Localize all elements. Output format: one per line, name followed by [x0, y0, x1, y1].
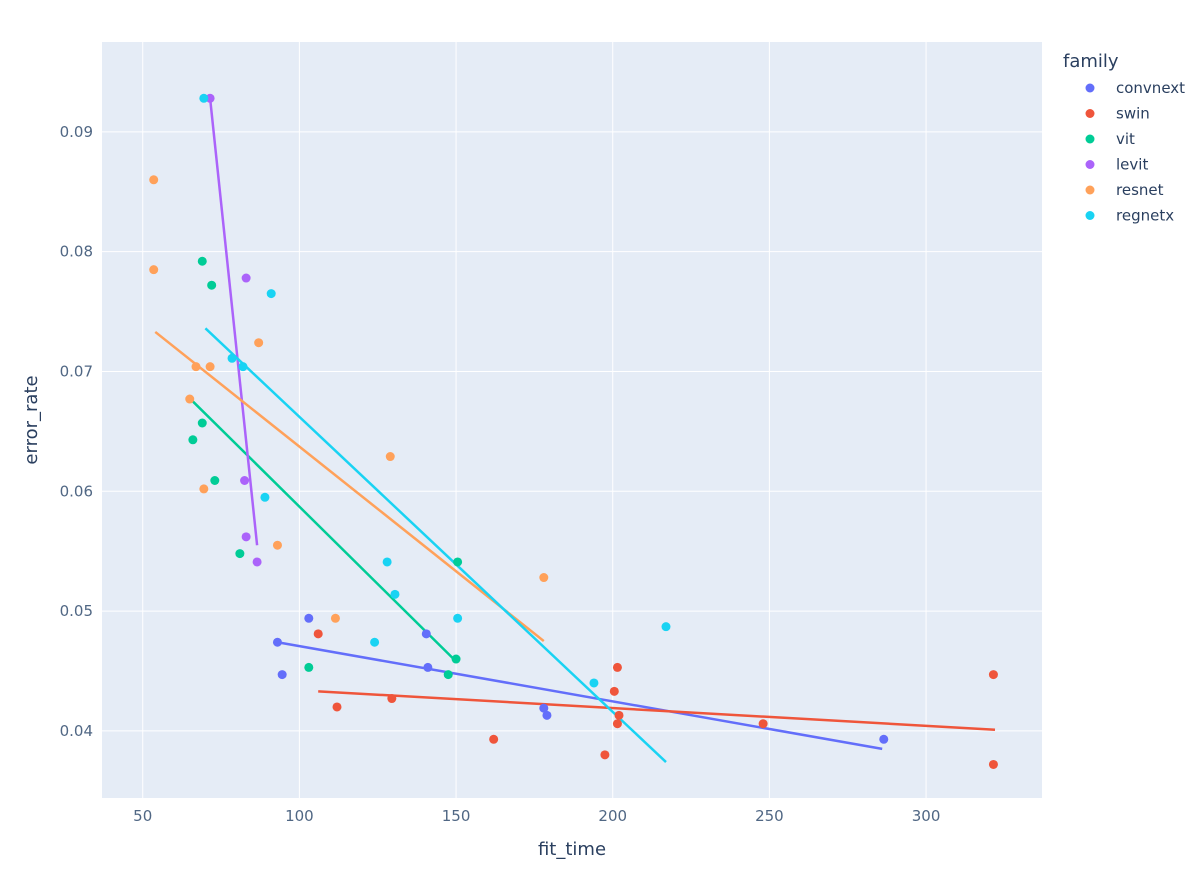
y-tick-label: 0.07 — [60, 362, 93, 380]
legend-marker-convnext — [1085, 83, 1095, 93]
legend-marker-levit — [1085, 160, 1095, 169]
point-vit — [188, 435, 198, 445]
trendline-regnetx — [204, 327, 667, 763]
legend-items: convnext swin vit levit resnet regnetx — [1085, 79, 1185, 225]
point-regnetx — [260, 492, 270, 502]
point-swin — [758, 719, 768, 729]
legend-marker-regnetx — [1085, 211, 1095, 220]
point-regnetx — [453, 613, 463, 623]
point-convnext — [542, 710, 552, 720]
point-convnext — [277, 670, 287, 680]
legend-marker-resnet — [1085, 185, 1095, 195]
point-regnetx — [238, 362, 248, 372]
point-resnet — [185, 394, 195, 404]
legend-label-regnetx: regnetx — [1116, 207, 1174, 225]
point-vit — [453, 557, 463, 567]
point-swin — [609, 686, 619, 696]
point-regnetx — [199, 93, 209, 103]
legend-label-swin: swin — [1116, 105, 1150, 123]
point-resnet — [385, 452, 395, 462]
x-axis-title: fit_time — [538, 839, 606, 860]
point-swin — [313, 629, 323, 639]
point-convnext — [272, 637, 282, 647]
legend-label-convnext: convnext — [1116, 79, 1185, 97]
legend-label-levit: levit — [1116, 156, 1148, 174]
trendlines — [154, 98, 996, 763]
y-tick-label: 0.05 — [60, 602, 93, 620]
x-tick-label: 300 — [912, 807, 941, 825]
point-regnetx — [589, 678, 599, 688]
trendline-resnet — [154, 330, 545, 643]
point-regnetx — [382, 557, 392, 567]
point-regnetx — [266, 289, 276, 299]
y-axis-title: error_rate — [21, 375, 42, 464]
point-resnet — [539, 573, 549, 583]
point-resnet — [254, 338, 264, 348]
data-points — [149, 93, 998, 769]
point-regnetx — [227, 353, 237, 363]
x-tick-label: 100 — [285, 807, 314, 825]
point-levit — [240, 476, 250, 486]
y-tick-label: 0.09 — [60, 123, 93, 141]
point-resnet — [191, 362, 201, 372]
y-tick-label: 0.08 — [60, 243, 93, 261]
trendline-levit — [208, 98, 259, 546]
point-swin — [614, 710, 624, 720]
point-swin — [387, 694, 397, 704]
point-vit — [443, 670, 453, 680]
point-resnet — [330, 613, 340, 623]
point-convnext — [423, 662, 433, 672]
legend-label-resnet: resnet — [1116, 181, 1164, 199]
point-vit — [197, 256, 207, 266]
point-levit — [205, 93, 215, 103]
point-regnetx — [370, 637, 380, 647]
legend-marker-vit — [1085, 134, 1095, 144]
point-convnext — [879, 734, 889, 744]
y-tick-label: 0.06 — [60, 482, 93, 500]
point-swin — [489, 734, 499, 744]
x-tick-label: 250 — [755, 807, 784, 825]
point-levit — [252, 557, 262, 567]
trendline-convnext — [277, 641, 883, 751]
legend-marker-swin — [1085, 109, 1095, 118]
point-resnet — [199, 484, 209, 494]
gridlines — [102, 42, 1042, 798]
point-convnext — [304, 613, 314, 623]
point-swin — [988, 670, 998, 680]
point-regnetx — [390, 589, 400, 599]
point-swin — [612, 662, 622, 672]
x-tick-label: 150 — [442, 807, 471, 825]
point-swin — [600, 750, 610, 760]
point-swin — [612, 719, 622, 729]
point-resnet — [149, 175, 159, 185]
point-vit — [210, 476, 220, 486]
legend-label-vit: vit — [1116, 130, 1135, 148]
legend-title: family — [1063, 51, 1119, 72]
trendline-swin — [318, 690, 996, 731]
legend: family convnext swin vit levit resnet regnetx — [1063, 51, 1185, 225]
point-levit — [241, 273, 251, 283]
point-resnet — [272, 540, 282, 550]
point-levit — [241, 532, 251, 542]
point-vit — [304, 662, 314, 672]
y-tick-label: 0.04 — [60, 722, 93, 740]
point-vit — [197, 418, 207, 428]
point-regnetx — [661, 622, 671, 632]
x-tick-label: 50 — [133, 807, 152, 825]
point-vit — [235, 549, 245, 559]
point-vit — [207, 280, 217, 290]
trendline-vit — [191, 400, 457, 663]
y-tick-labels: 0.04 0.05 0.06 0.07 0.08 0.09 — [60, 123, 93, 740]
point-resnet — [149, 265, 159, 275]
point-vit — [451, 654, 461, 664]
point-resnet — [205, 362, 215, 372]
point-convnext — [421, 629, 431, 639]
x-tick-labels: 50 100 150 200 250 300 — [133, 807, 940, 825]
x-tick-label: 200 — [598, 807, 627, 825]
point-convnext — [539, 703, 549, 713]
point-swin — [332, 702, 342, 712]
point-swin — [988, 759, 998, 769]
